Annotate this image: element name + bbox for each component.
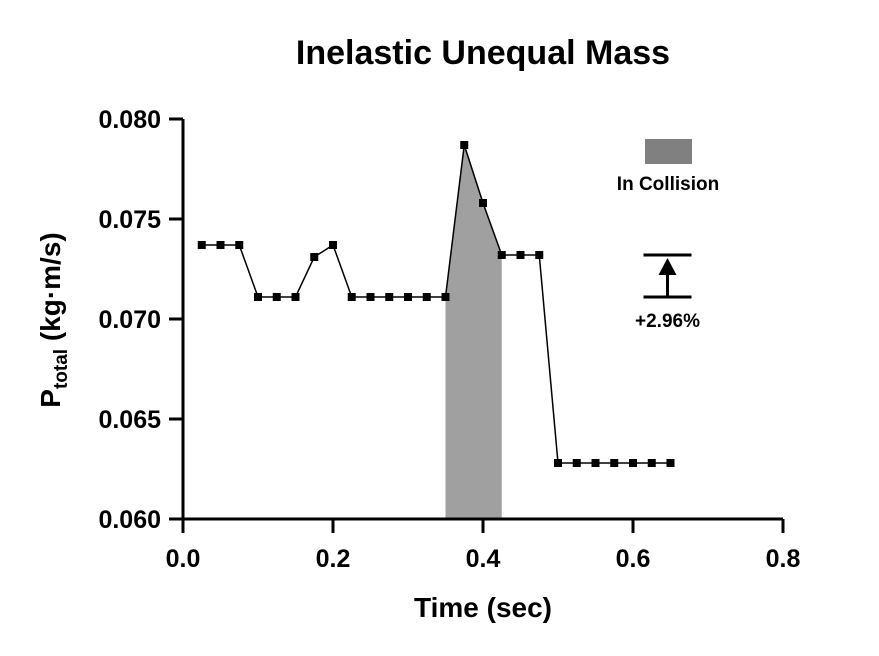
y-axis-title: Ptotal (kg·m/s) [35,232,72,407]
axes: 0.060 0.065 0.070 0.075 0.080 0.0 0.2 0.4 0.6 0.8 [98,106,800,573]
data-point [254,293,262,301]
data-point [385,293,394,301]
annotation-label: +2.96% [635,311,700,332]
data-point [554,459,562,467]
data-point [460,141,469,149]
data-point [347,293,356,301]
data-point [666,459,675,467]
data-point [329,241,337,249]
data-point [272,293,281,301]
legend: In Collision [617,139,719,195]
data-point [610,459,619,467]
collision-region-layer [445,145,502,519]
data-point [404,293,412,301]
x-tick-label: 0.8 [766,545,801,573]
data-point [235,241,244,249]
momentum-line [201,144,671,464]
y-tick-label: 0.075 [98,206,161,234]
legend-swatch [645,139,692,164]
data-point [629,459,637,467]
data-point [366,293,375,301]
y-axis-title-unit: (kg·m/s) [35,232,66,349]
percent-change-annotation: +2.96% [635,253,700,332]
legend-label: In Collision [617,174,719,195]
y-tick-label: 0.080 [98,106,161,134]
x-tick-label: 0.4 [466,545,501,573]
data-point [441,293,450,301]
x-tick-label: 0.2 [316,545,351,573]
chart-title: Inelastic Unequal Mass [296,34,670,72]
data-point [572,459,581,467]
data-point [291,293,300,301]
data-point [216,241,225,249]
series-layer [197,141,675,467]
y-axis-title-subscript: total [51,349,72,389]
y-tick-label: 0.070 [98,306,161,334]
data-point [497,251,506,259]
data-point [516,251,525,259]
data-point [647,459,656,467]
y-tick-label: 0.060 [98,506,161,534]
y-tick-label: 0.065 [98,406,161,434]
data-point [197,241,206,249]
data-point [591,459,600,467]
collision-region [445,145,502,519]
data-point [479,199,487,207]
x-axis-title: Time (sec) [414,592,552,623]
x-tick-label: 0.6 [616,545,651,573]
data-point [535,251,544,259]
data-point [310,253,319,261]
y-axis-title-main: P [35,389,66,408]
annotation-arrow-head [658,258,677,275]
data-point [422,293,431,301]
x-tick-label: 0.0 [166,545,201,573]
